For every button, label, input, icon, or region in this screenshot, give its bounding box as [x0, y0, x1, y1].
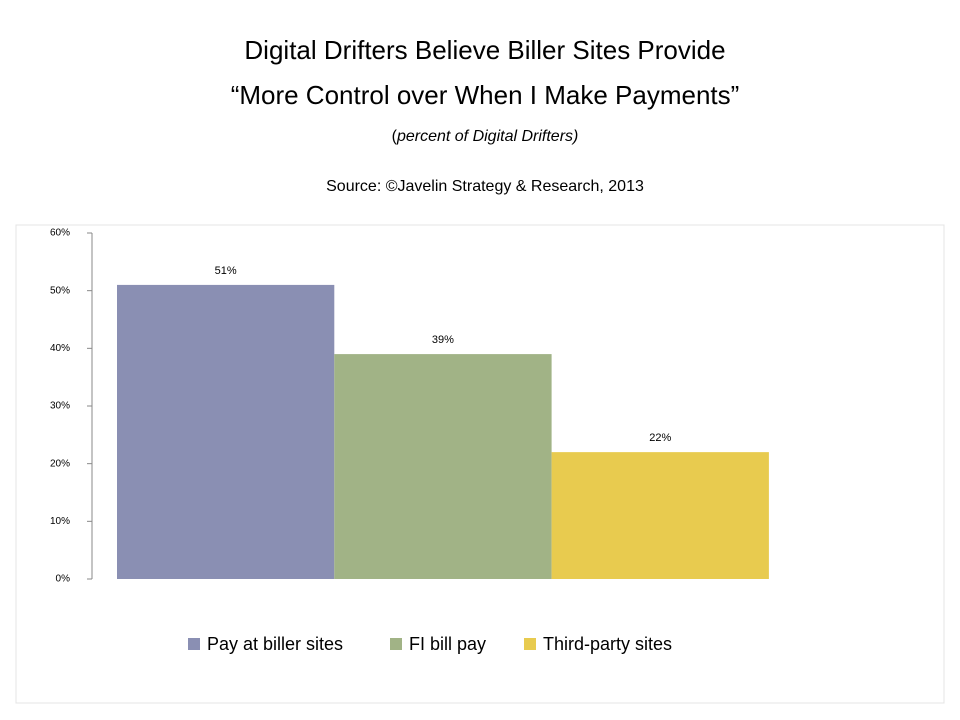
chart-title: “More Control over When I Make Payments” — [231, 80, 740, 110]
plot-frame — [15, 224, 945, 704]
data-label: 22% — [649, 432, 671, 444]
y-tick-label: 10% — [50, 516, 70, 527]
legend-label: Pay at biller sites — [207, 634, 343, 654]
bar — [117, 284, 335, 579]
y-tick-label: 60% — [50, 228, 70, 239]
y-tick-label: 30% — [50, 401, 70, 412]
y-tick-label: 20% — [50, 458, 70, 469]
legend-swatch — [390, 638, 402, 650]
y-tick-label: 50% — [50, 285, 70, 296]
chart-title: Digital Drifters Believe Biller Sites Pr… — [244, 35, 725, 65]
legend-label: Third-party sites — [543, 634, 672, 654]
chart-subtitle: (percent of Digital Drifters) — [392, 128, 579, 145]
y-tick-label: 40% — [50, 343, 70, 354]
chart-source: Source: ©Javelin Strategy & Research, 20… — [326, 178, 644, 195]
data-label: 51% — [215, 265, 237, 277]
bar — [551, 452, 769, 579]
legend-swatch — [524, 638, 536, 650]
legend-swatch — [188, 638, 200, 650]
y-tick-label: 0% — [56, 574, 71, 585]
bar — [334, 354, 552, 579]
data-label: 39% — [432, 334, 454, 346]
legend-label: FI bill pay — [409, 634, 486, 654]
